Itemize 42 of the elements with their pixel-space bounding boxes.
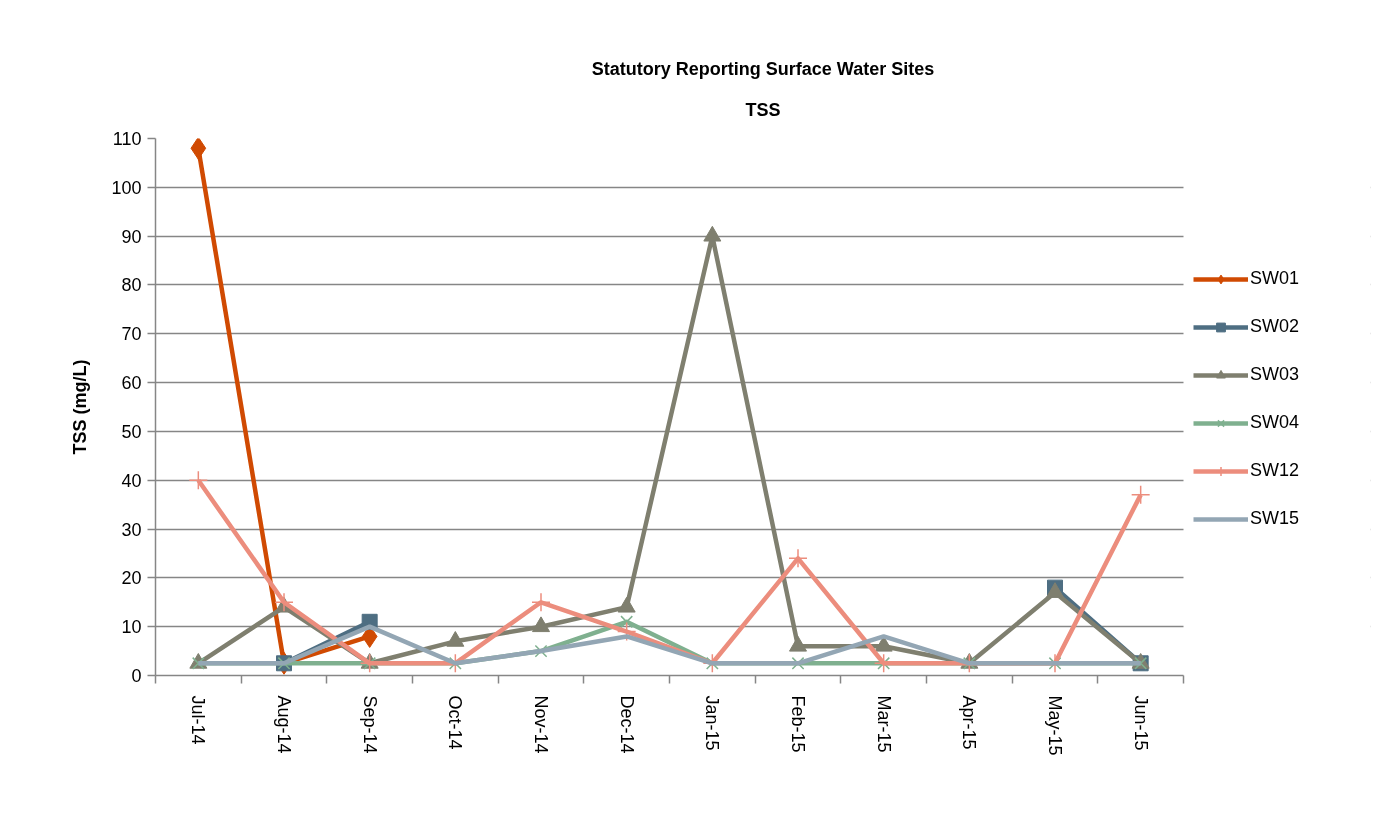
y-tick-label: 90 <box>121 226 142 247</box>
legend-label: SW02 <box>1250 316 1300 337</box>
point <box>788 548 808 569</box>
x-tick-label: Dec-14 <box>616 695 637 754</box>
y-tick-label: 80 <box>121 275 142 296</box>
y-tick-label: 40 <box>121 470 142 491</box>
x-tick-label: Aug-14 <box>274 695 294 754</box>
legend-label: SW15 <box>1250 508 1300 529</box>
point <box>620 615 634 629</box>
y-tick-label: 30 <box>121 519 142 540</box>
chart-subtitle: TSS <box>745 99 781 120</box>
y-axis-title: TSS (mg/L) <box>70 359 91 455</box>
x-tick-label: Nov-14 <box>531 695 551 754</box>
point <box>534 644 548 658</box>
y-tick-label: 70 <box>121 324 142 345</box>
point <box>531 592 551 613</box>
x-tick-label: Sep-14 <box>359 695 380 754</box>
point <box>616 621 637 642</box>
x-tick-label: Jul-14 <box>188 695 209 745</box>
x-tick-label: Apr-15 <box>959 695 980 750</box>
x-tick-label: Mar-15 <box>873 695 894 753</box>
legend-label: SW04 <box>1250 412 1300 433</box>
point <box>190 138 207 160</box>
x-tick-label: May-15 <box>1045 695 1065 756</box>
y-tick-label: 10 <box>121 617 142 638</box>
x-tick-label: Jun-15 <box>1130 695 1151 751</box>
point <box>791 656 805 670</box>
point <box>1130 485 1151 505</box>
x-tick-label: Oct-14 <box>445 695 466 750</box>
legend-label: SW12 <box>1250 460 1300 481</box>
y-tick-label: 50 <box>121 421 142 442</box>
legend-label: SW03 <box>1250 364 1300 385</box>
x-tick-label: Feb-15 <box>788 695 808 753</box>
x-tick-label: Jan-15 <box>702 695 723 751</box>
chart-title: Statutory Reporting Surface Water Sites <box>591 58 935 79</box>
y-tick-label: 100 <box>111 177 142 198</box>
point <box>188 470 209 490</box>
legend-label: SW01 <box>1250 268 1300 289</box>
y-tick-label: 60 <box>121 373 142 394</box>
y-tick-label: 20 <box>121 568 142 589</box>
y-tick-label: 110 <box>112 129 142 149</box>
y-tick-label: 0 <box>131 666 142 686</box>
